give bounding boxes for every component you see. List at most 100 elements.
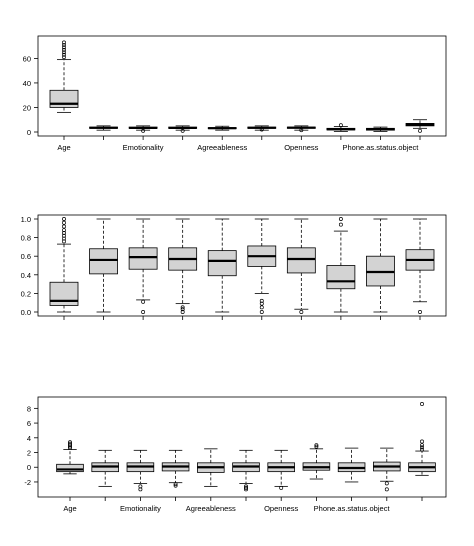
plot-frame xyxy=(37,396,447,498)
y-tick-label: 0.2 xyxy=(21,289,31,298)
y-tick-label: 0.0 xyxy=(21,308,31,317)
outlier-point xyxy=(173,483,178,488)
outlier-point xyxy=(141,310,146,314)
y-tick-label: -2 xyxy=(24,478,31,487)
boxplot-panel-3: -2 0 2 4 6 8 Age Emotionality Agreeableness Openn… xyxy=(24,396,447,513)
y-tick-label: 40 xyxy=(23,79,31,88)
outlier-point xyxy=(62,52,66,57)
plot-frame xyxy=(37,214,447,317)
outlier-point xyxy=(180,128,185,133)
box-10 xyxy=(405,218,435,314)
outlier-point xyxy=(141,299,146,304)
outlier-point xyxy=(418,310,422,314)
outlier-point xyxy=(62,47,66,52)
y-tick-label: 20 xyxy=(23,103,31,112)
x-tick-label: Agreeableness xyxy=(197,143,247,152)
boxplot-panel-2: 0.0 0.2 0.4 0.6 0.8 1.0 xyxy=(21,214,447,320)
outlier-point xyxy=(68,440,72,445)
outlier-point xyxy=(279,485,284,490)
y-tick-label: 1.0 xyxy=(21,215,31,224)
y-tick-label: 0 xyxy=(27,128,31,137)
outlier-point xyxy=(62,228,66,233)
box-10 xyxy=(373,447,401,492)
boxplot-panel-1: 0 20 40 60 Age Emotionality Agreeableness Openn… xyxy=(23,35,447,152)
x-tick-label: Openness xyxy=(264,504,298,513)
outlier-point xyxy=(259,127,264,132)
box-9 xyxy=(337,447,366,483)
box-9 xyxy=(366,218,395,313)
box-4 xyxy=(168,218,198,314)
outlier-point xyxy=(62,217,66,221)
x-tick-label: Agreeableness xyxy=(186,504,236,513)
box-7 xyxy=(286,125,316,133)
outlier-point xyxy=(62,233,66,238)
outlier-point xyxy=(62,40,66,45)
box-8 xyxy=(326,217,356,313)
box-9 xyxy=(366,126,395,132)
outlier-point xyxy=(314,444,319,449)
outlier-point xyxy=(259,305,264,310)
outlier-point xyxy=(62,50,66,55)
outlier-point xyxy=(62,239,66,244)
y-tick-label: 8 xyxy=(27,404,31,413)
outlier-point xyxy=(420,401,424,406)
box-4 xyxy=(161,449,190,488)
outlier-point xyxy=(180,310,185,314)
box-3 xyxy=(128,218,158,314)
outlier-point xyxy=(62,55,66,60)
x-tick-label: Emotionality xyxy=(120,504,161,513)
plot-frame xyxy=(37,35,447,137)
x-tick-label: Phone.as.status.object xyxy=(314,504,391,513)
box-8 xyxy=(302,443,331,480)
y-tick-label: 2 xyxy=(27,449,31,458)
box-5 xyxy=(207,125,237,131)
outlier-point xyxy=(62,230,66,235)
outlier-point xyxy=(62,220,66,225)
y-tick-label: 0.4 xyxy=(21,271,31,280)
box-iqr xyxy=(286,247,316,274)
outlier-point xyxy=(62,236,66,241)
box-3 xyxy=(128,125,158,133)
x-tick-label: Openness xyxy=(284,143,318,152)
box-2 xyxy=(91,449,119,487)
outlier-point xyxy=(420,447,424,452)
box-11 xyxy=(408,401,436,476)
outlier-point xyxy=(338,217,343,221)
outlier-point xyxy=(138,487,143,492)
outlier-point xyxy=(420,445,424,450)
outlier-point xyxy=(338,123,343,128)
outlier-point xyxy=(62,45,66,50)
outlier-point xyxy=(299,128,304,133)
outlier-point xyxy=(299,310,304,314)
box-1 xyxy=(49,40,79,113)
outlier-point xyxy=(420,443,424,448)
box-iqr xyxy=(56,463,84,473)
outlier-point xyxy=(259,310,264,314)
outlier-point xyxy=(180,305,185,310)
outlier-point xyxy=(420,439,424,444)
x-tick-label: Phone.as.status.object xyxy=(342,143,419,152)
x-tick-label: Age xyxy=(63,504,76,513)
box-7 xyxy=(286,218,316,314)
y-tick-label: 6 xyxy=(27,419,31,428)
outlier-point xyxy=(418,128,422,133)
box-7 xyxy=(267,449,295,490)
box-6 xyxy=(232,449,260,492)
box-6 xyxy=(247,218,277,314)
box-iqr xyxy=(128,247,158,270)
y-tick-label: 60 xyxy=(23,54,31,63)
box-2 xyxy=(89,218,118,313)
x-tick-label: Age xyxy=(57,143,70,152)
box-6 xyxy=(247,125,277,132)
outlier-point xyxy=(180,307,185,312)
box-8 xyxy=(326,123,356,132)
outlier-point xyxy=(141,128,146,133)
y-tick-label: 0.6 xyxy=(21,252,31,261)
outlier-point xyxy=(259,298,264,303)
outlier-point xyxy=(314,443,319,448)
box-5 xyxy=(197,448,225,487)
box-iqr xyxy=(326,265,356,290)
y-tick-label: 4 xyxy=(27,434,31,443)
outlier-point xyxy=(173,482,178,487)
